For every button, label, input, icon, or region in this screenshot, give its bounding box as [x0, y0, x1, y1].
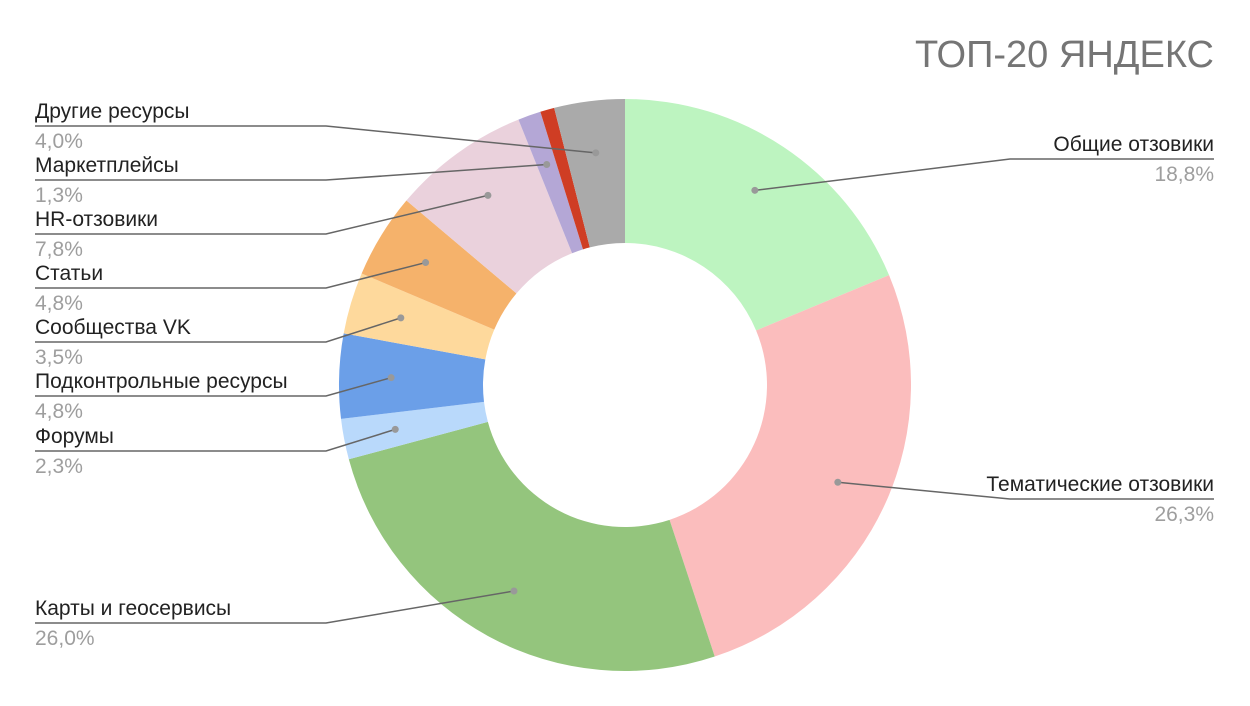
donut-slices	[339, 99, 911, 671]
slice-value-label: 4,8%	[35, 292, 83, 315]
donut-slice	[406, 119, 573, 294]
callout-line	[35, 376, 392, 397]
slice-name-label: Форумы	[35, 425, 114, 448]
callout-line	[35, 590, 515, 624]
callout-dot	[751, 186, 759, 194]
callout-dot	[387, 374, 395, 382]
donut-slice	[554, 99, 625, 248]
donut-slice	[669, 275, 911, 657]
donut-slice	[625, 99, 890, 331]
slice-value-label: 2,3%	[35, 455, 83, 478]
slice-value-label: 26,3%	[1154, 503, 1214, 526]
callout-dot	[391, 425, 399, 433]
donut-slice	[361, 200, 517, 330]
callout-lines	[35, 125, 1214, 624]
callout-line	[35, 317, 402, 343]
callout-line	[35, 194, 489, 235]
callout-line	[35, 261, 426, 289]
slice-name-label: Подконтрольные ресурсы	[35, 370, 288, 393]
callout-line	[754, 158, 1214, 192]
callout-line	[35, 163, 547, 181]
callout-line	[35, 428, 396, 452]
slice-value-label: 18,8%	[1154, 163, 1214, 186]
donut-slice	[339, 333, 486, 419]
donut-slice	[343, 273, 495, 360]
slice-name-label: HR-отзовики	[35, 208, 158, 231]
slice-value-label: 4,8%	[35, 400, 83, 423]
donut-slice	[348, 421, 715, 671]
donut-slice	[341, 401, 488, 460]
slice-value-label: 1,3%	[35, 184, 83, 207]
slice-labels: Общие отзовики 18,8% Тематические отзовики…	[35, 100, 1214, 650]
slice-value-label: 3,5%	[35, 346, 83, 369]
callout-dot	[592, 149, 600, 157]
slice-name-label: Сообщества VK	[35, 316, 191, 339]
slice-name-label: Другие ресурсы	[35, 100, 189, 123]
callout-line	[35, 125, 596, 154]
callout-dot	[397, 314, 405, 322]
callout-dot	[834, 478, 842, 486]
callout-dot	[543, 160, 551, 168]
slice-name-label: Тематические отзовики	[986, 473, 1214, 496]
slice-value-label: 7,8%	[35, 238, 83, 261]
slice-name-label: Общие отзовики	[1053, 133, 1214, 156]
chart-title: ТОП-20 ЯНДЕКС	[915, 34, 1214, 76]
slice-value-label: 26,0%	[35, 627, 95, 650]
slice-name-label: Маркетплейсы	[35, 154, 179, 177]
callout-dot	[510, 587, 518, 595]
callout-line	[837, 481, 1214, 500]
callout-dot	[422, 259, 430, 267]
slice-value-label: 4,0%	[35, 130, 83, 153]
callout-dot	[484, 191, 492, 199]
slice-name-label: Статьи	[35, 262, 103, 285]
donut-slice	[540, 107, 590, 250]
slice-name-label: Карты и геосервисы	[35, 597, 231, 620]
